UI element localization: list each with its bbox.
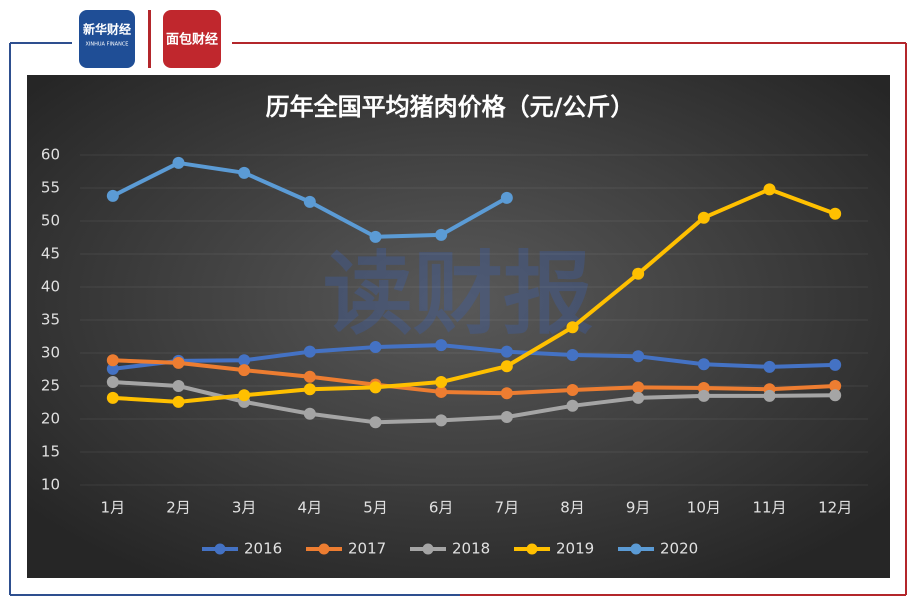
- data-point: [500, 191, 513, 204]
- x-tick-label: 12月: [818, 499, 852, 517]
- data-point: [829, 389, 842, 402]
- y-tick-label: 50: [41, 212, 60, 230]
- data-point: [632, 350, 645, 363]
- y-tick-label: 35: [41, 311, 60, 329]
- legend-marker: [422, 543, 434, 555]
- legend-marker: [214, 543, 226, 555]
- series-line: [112, 380, 836, 425]
- data-point: [500, 360, 513, 373]
- data-point: [566, 399, 579, 412]
- data-point: [435, 414, 448, 427]
- data-point: [763, 389, 776, 402]
- x-tick-label: 2月: [166, 499, 191, 517]
- watermark: 读财报: [323, 242, 593, 347]
- logo-text: 新华财经: [83, 22, 131, 37]
- data-point: [829, 207, 842, 220]
- data-point: [566, 348, 579, 361]
- data-point: [106, 354, 119, 367]
- data-point: [435, 228, 448, 241]
- data-point: [435, 385, 448, 398]
- y-tick-label: 30: [41, 344, 60, 362]
- series-line: [112, 358, 836, 396]
- data-point: [632, 267, 645, 280]
- data-point: [106, 189, 119, 202]
- series-line: [112, 187, 836, 404]
- legend-label: 2016: [244, 540, 282, 558]
- data-point: [303, 383, 316, 396]
- data-point: [829, 358, 842, 371]
- y-tick-label: 55: [41, 179, 60, 197]
- x-tick-label: 5月: [363, 499, 388, 517]
- data-point: [172, 356, 185, 369]
- data-point: [435, 376, 448, 389]
- data-point: [632, 391, 645, 404]
- data-point: [566, 383, 579, 396]
- data-point: [303, 195, 316, 208]
- data-point: [500, 387, 513, 400]
- data-point: [172, 395, 185, 408]
- legend-label: 2017: [348, 540, 386, 558]
- y-tick-label: 60: [41, 146, 60, 164]
- legend-label: 2019: [556, 540, 594, 558]
- y-tick-label: 10: [41, 476, 60, 494]
- y-tick-label: 25: [41, 377, 60, 395]
- x-tick-label: 7月: [495, 499, 520, 517]
- data-point: [500, 411, 513, 424]
- legend-marker: [630, 543, 642, 555]
- chart-title: 历年全国平均猪肉价格（元/公斤）: [266, 93, 635, 121]
- x-tick-label: 4月: [298, 499, 323, 517]
- data-point: [697, 389, 710, 402]
- data-point: [106, 362, 119, 375]
- y-tick-label: 15: [41, 443, 60, 461]
- x-tick-label: 6月: [429, 499, 454, 517]
- data-point: [238, 389, 251, 402]
- frame: [9, 42, 907, 596]
- data-point: [238, 364, 251, 377]
- data-point: [763, 360, 776, 373]
- plot-background: [27, 75, 890, 578]
- y-tick-label: 45: [41, 245, 60, 263]
- series-line: [112, 343, 836, 371]
- data-point: [238, 354, 251, 367]
- legend-marker: [318, 543, 330, 555]
- legend-label: 2020: [660, 540, 698, 558]
- data-point: [172, 380, 185, 392]
- data-point: [435, 339, 448, 352]
- data-point: [369, 381, 382, 394]
- y-tick-label: 40: [41, 278, 60, 296]
- y-tick-label: 20: [41, 410, 60, 428]
- legend-label: 2018: [452, 540, 490, 558]
- data-point: [369, 230, 382, 243]
- data-point: [172, 156, 185, 169]
- x-tick-label: 10月: [687, 499, 721, 517]
- data-point: [763, 183, 776, 196]
- x-tick-label: 1月: [101, 499, 126, 517]
- data-point: [566, 321, 579, 334]
- x-tick-label: 9月: [626, 499, 651, 517]
- legend-marker: [526, 543, 538, 555]
- data-point: [238, 166, 251, 179]
- x-tick-label: 3月: [232, 499, 257, 517]
- data-point: [106, 376, 119, 389]
- data-point: [303, 407, 316, 420]
- data-point: [829, 380, 842, 392]
- data-point: [369, 341, 382, 354]
- x-tick-label: 11月: [752, 499, 786, 517]
- logos: 新华财经 XINHUA FINANCE 面包财经: [79, 10, 221, 68]
- logo2-text: 面包财经: [166, 32, 218, 48]
- data-point: [500, 345, 513, 358]
- data-point: [303, 370, 316, 383]
- data-point: [697, 358, 710, 371]
- data-point: [369, 416, 382, 429]
- x-tick-label: 8月: [560, 499, 585, 517]
- logo-subtext: XINHUA FINANCE: [86, 42, 129, 48]
- data-point: [632, 381, 645, 394]
- data-point: [697, 211, 710, 224]
- data-point: [303, 345, 316, 358]
- data-point: [106, 391, 119, 404]
